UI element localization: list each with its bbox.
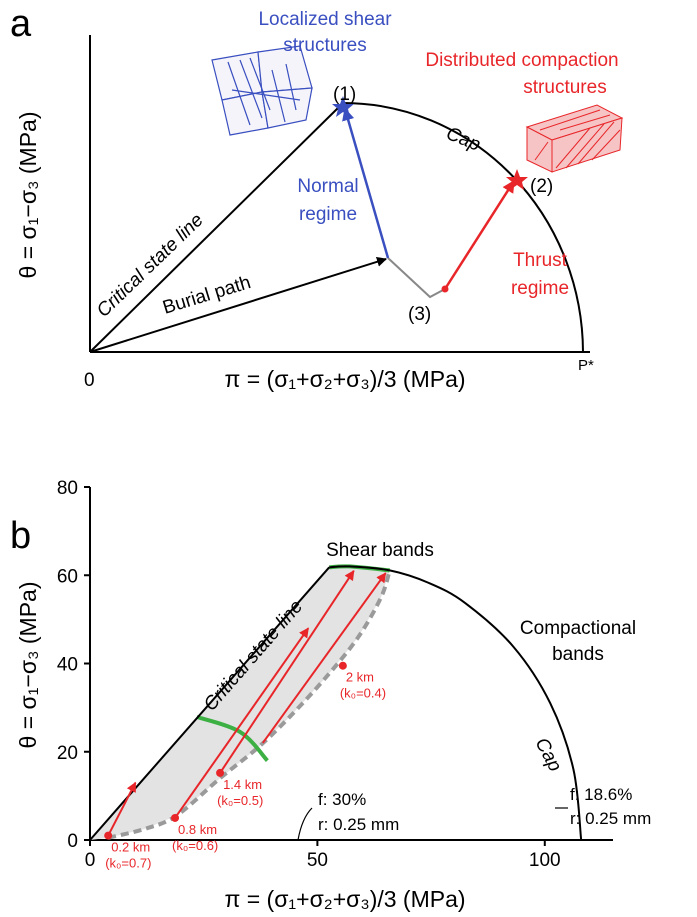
- k0-label: (k₀=0.6): [172, 838, 218, 853]
- y-tick-label: 40: [57, 655, 78, 676]
- panel-label: b: [10, 515, 31, 557]
- depth-label: 0.8 km: [178, 822, 217, 837]
- annotation: r: 0.25 mm: [570, 809, 651, 828]
- y-tick-label: 0: [67, 831, 78, 852]
- normal-path: [342, 107, 390, 259]
- x-tick-label: 50: [307, 850, 328, 871]
- k0-label: (k₀=0.7): [105, 856, 151, 871]
- stress-path: [219, 570, 355, 774]
- x-tick-label: 100: [529, 850, 561, 871]
- burial-path: [89, 256, 387, 353]
- series-line: [196, 714, 269, 762]
- critical-state-line: [89, 105, 341, 353]
- series-line: [89, 566, 330, 841]
- y-tick-label: 60: [57, 566, 78, 587]
- annotation: structures: [523, 77, 606, 98]
- x-axis-label: π = (σ₁+σ₂+σ₃)/3 (MPa): [224, 366, 465, 392]
- leader-line: [297, 807, 313, 841]
- annotation: Normal: [297, 176, 358, 197]
- stress-path: [174, 627, 310, 819]
- p-star-label: P*: [578, 357, 594, 374]
- panel-b: 100 50 0 80 60 40 20 0 (k₀=0.4)2 km (k₀=0.5)1.4 k…: [10, 478, 651, 912]
- annotation: f: 30%: [318, 790, 366, 809]
- thrust-path: [443, 179, 516, 290]
- point-label: (2): [530, 176, 553, 197]
- annotation: r: 0.25 mm: [318, 815, 399, 834]
- depth-point: [171, 813, 180, 822]
- point-label: (1): [333, 84, 356, 105]
- depth-point: [338, 661, 347, 670]
- stress-path: [107, 781, 137, 837]
- depth-label: 0.2 km: [111, 840, 150, 855]
- start-point: [441, 285, 449, 293]
- annotation: f: 18.6%: [570, 785, 632, 804]
- annotation: bands: [552, 644, 604, 665]
- depth-label: 1.4 km: [223, 777, 262, 792]
- x-axis-label: π = (σ₁+σ₂+σ₃)/3 (MPa): [224, 886, 465, 912]
- grey-path: [387, 257, 446, 299]
- annotation: structures: [283, 35, 366, 56]
- compaction-block-icon: [525, 104, 624, 173]
- cap-label: Cap: [443, 123, 483, 156]
- shear-block-icon: [211, 45, 313, 136]
- x-tick-label: 0: [85, 850, 96, 871]
- depth-point: [104, 831, 113, 840]
- stress-path: [262, 572, 387, 744]
- cap-curve: [342, 102, 584, 353]
- shaded-region: [90, 566, 390, 840]
- series-label: Cap: [531, 734, 566, 775]
- annotation: Thrust: [513, 250, 568, 271]
- star: [332, 96, 354, 117]
- star: [506, 169, 528, 190]
- annotation: regime: [511, 278, 569, 299]
- annotation: Compactional: [520, 618, 636, 639]
- y-tick-label: 80: [57, 478, 78, 499]
- k0-label: (k₀=0.5): [217, 793, 263, 808]
- depth-point: [216, 768, 225, 777]
- series-line: [329, 565, 583, 841]
- point-label: (3): [408, 304, 431, 325]
- k0-label: (k₀=0.4): [340, 686, 386, 701]
- y-tick-label: 20: [57, 743, 78, 764]
- line-label: Burial path: [160, 272, 253, 319]
- series-line: [107, 569, 392, 840]
- panel-label: a: [10, 3, 32, 45]
- depth-label: 2 km: [346, 670, 374, 685]
- annotation: Distributed compaction: [425, 50, 618, 71]
- y-axis-label: θ = σ₁−σ₃ (MPa): [15, 112, 41, 279]
- annotation: Localized shear: [258, 9, 392, 30]
- panel-a: a Localized shear structures Distributed…: [10, 3, 624, 392]
- annotation: regime: [299, 204, 357, 225]
- origin-label: 0: [84, 370, 95, 391]
- series-label: Shear bands: [326, 540, 434, 561]
- y-axis-label: θ = σ₁−σ₃ (MPa): [15, 582, 41, 749]
